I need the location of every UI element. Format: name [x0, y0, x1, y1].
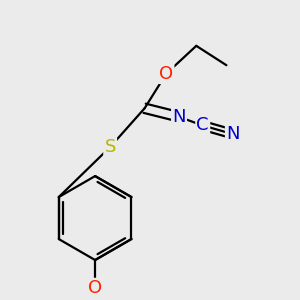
Text: C: C [196, 116, 209, 134]
Text: N: N [226, 125, 240, 143]
Text: O: O [88, 279, 102, 297]
Text: O: O [159, 65, 173, 83]
Text: S: S [104, 138, 116, 156]
Text: N: N [172, 108, 186, 126]
